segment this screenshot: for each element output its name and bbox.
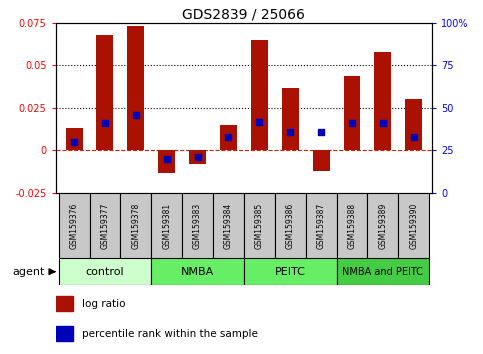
Text: GSM159387: GSM159387 (317, 202, 326, 249)
Text: GSM159390: GSM159390 (409, 202, 418, 249)
Bar (244, 193, 275, 258)
Point (286, 129, 294, 135)
Bar (56, 296, 73, 311)
Bar (337, 258, 429, 285)
Text: PEITC: PEITC (275, 267, 306, 277)
Bar (368, 193, 398, 258)
Bar (158, 150, 175, 172)
Bar (151, 258, 244, 285)
Bar (151, 193, 182, 258)
Bar (275, 193, 306, 258)
Bar (56, 326, 73, 341)
Point (317, 129, 325, 135)
Bar (58, 193, 89, 258)
Point (410, 134, 418, 140)
Bar (313, 150, 329, 171)
Bar (398, 193, 429, 258)
Bar (89, 193, 120, 258)
Bar (282, 87, 298, 150)
Point (256, 119, 263, 124)
Bar (405, 99, 422, 150)
Bar (66, 129, 83, 150)
Text: NMBA: NMBA (181, 267, 214, 277)
Text: GSM159378: GSM159378 (131, 202, 141, 249)
Bar (306, 193, 337, 258)
Text: GSM159376: GSM159376 (70, 202, 79, 249)
Bar (374, 52, 391, 150)
Text: GSM159383: GSM159383 (193, 202, 202, 249)
Text: GSM159384: GSM159384 (224, 202, 233, 249)
Point (70, 139, 78, 145)
Bar (182, 193, 213, 258)
Bar (251, 40, 268, 150)
Text: GSM159388: GSM159388 (347, 202, 356, 249)
Title: GDS2839 / 25066: GDS2839 / 25066 (183, 8, 305, 22)
Bar (337, 193, 368, 258)
Point (348, 120, 356, 126)
Point (194, 154, 201, 160)
Point (163, 156, 170, 162)
Text: GSM159389: GSM159389 (378, 202, 387, 249)
Bar (220, 125, 237, 150)
Text: control: control (85, 267, 124, 277)
Text: log ratio: log ratio (82, 298, 125, 309)
Bar (189, 150, 206, 164)
Bar (343, 76, 360, 150)
Text: GSM159386: GSM159386 (286, 202, 295, 249)
Point (379, 120, 387, 126)
Bar (244, 258, 337, 285)
Bar (97, 35, 114, 150)
Bar (58, 258, 151, 285)
Text: percentile rank within the sample: percentile rank within the sample (82, 329, 257, 339)
Bar (128, 27, 144, 150)
Text: agent: agent (12, 267, 44, 277)
Text: NMBA and PEITC: NMBA and PEITC (342, 267, 423, 277)
Text: GSM159377: GSM159377 (100, 202, 110, 249)
Point (225, 134, 232, 140)
Point (132, 112, 140, 118)
Bar (120, 193, 151, 258)
Point (101, 120, 109, 126)
Bar (213, 193, 244, 258)
Text: GSM159385: GSM159385 (255, 202, 264, 249)
Text: GSM159381: GSM159381 (162, 202, 171, 249)
